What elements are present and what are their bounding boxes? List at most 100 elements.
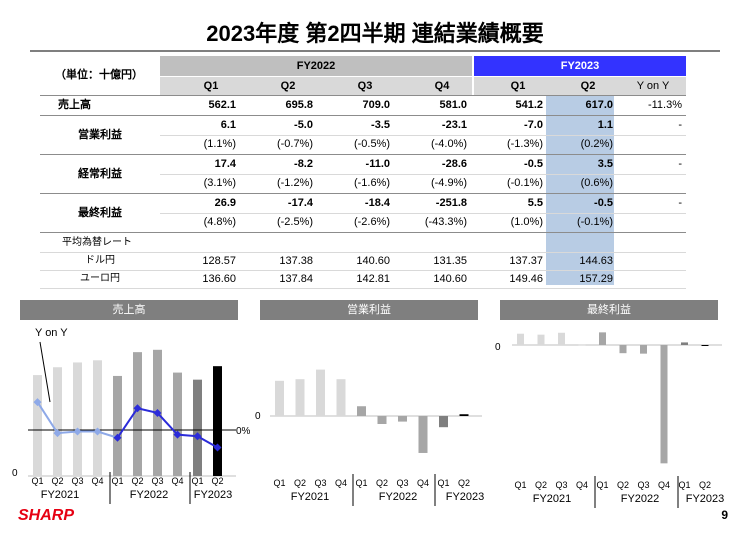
table-cell: -0.5 — [594, 197, 613, 209]
category-label: Q3 — [71, 476, 83, 486]
bar — [640, 345, 647, 354]
category-label: Q4 — [576, 480, 588, 490]
yoy-cell: - — [678, 158, 682, 170]
bar — [316, 369, 325, 416]
row-label: 営業利益 — [78, 129, 122, 141]
category-label: Q1 — [111, 476, 123, 486]
margin-cell: (-0.7%) — [276, 138, 313, 150]
table-cell: -251.8 — [435, 197, 467, 209]
category-label: Q1 — [437, 478, 449, 488]
bar — [537, 334, 545, 345]
yoy-annotation-pointer — [39, 341, 51, 403]
bar — [193, 379, 202, 476]
yoy-point — [153, 408, 162, 417]
table-cell: 562.1 — [208, 99, 236, 111]
fx-cell: 149.46 — [509, 273, 543, 285]
y-axis-zero-label: 0 — [255, 411, 261, 422]
table-cell: 541.2 — [515, 99, 543, 111]
bar — [173, 372, 182, 476]
unit-label: （単位：十億円） — [55, 69, 143, 81]
row-separator — [40, 232, 686, 233]
net-profit-chart: Q1 Q2 Q3 Q4 Q1 Q2 Q3 Q4 Q1 Q2 FY2021 FY2022 FY2023 0 — [495, 332, 725, 508]
fx-row-label: ドル円 — [85, 255, 115, 266]
margin-cell: (4.8%) — [203, 216, 236, 228]
fy2023-quarter-header-bg — [474, 77, 686, 95]
bar — [517, 333, 524, 345]
margin-cell: (-43.3%) — [424, 216, 467, 228]
table-cell: -23.1 — [441, 119, 467, 131]
category-label: Q1 — [596, 480, 608, 490]
fx-cell: 137.38 — [279, 255, 313, 267]
table-cell: 695.8 — [285, 99, 313, 111]
table-cell: -11.0 — [365, 158, 390, 170]
sharp-logo: SHARP — [18, 507, 75, 524]
category-label: Q4 — [335, 478, 347, 488]
y-axis-zero-label: 0 — [495, 342, 501, 353]
quarter-header: Q1 — [510, 80, 526, 92]
category-label: Q3 — [637, 480, 649, 490]
bar — [660, 345, 668, 464]
category-label: Q1 — [31, 476, 43, 486]
yoy-point — [193, 432, 202, 441]
bar — [73, 362, 82, 476]
bar — [681, 342, 688, 345]
category-label: Q2 — [294, 478, 306, 488]
margin-cell: (0.6%) — [580, 177, 613, 189]
table-cell: 5.5 — [527, 197, 543, 209]
fy2023-header: FY2023 — [474, 56, 686, 76]
table-cell: -0.5 — [524, 158, 543, 170]
category-label: Q3 — [396, 478, 408, 488]
table-cell: -8.2 — [294, 158, 313, 170]
bar — [398, 416, 407, 422]
title-divider — [30, 50, 720, 52]
yoy-cell: -11.3% — [647, 99, 682, 111]
category-label: Q4 — [91, 476, 103, 486]
table-cell: 581.0 — [439, 99, 467, 111]
yoy-cell: - — [678, 197, 682, 209]
fy2022-quarter-header-bg — [160, 77, 472, 95]
yoy-point — [93, 427, 102, 436]
bar — [336, 379, 346, 416]
operating-profit-chart-title: 営業利益 — [260, 300, 478, 320]
bar — [439, 416, 448, 428]
fx-cell: 137.84 — [279, 273, 313, 285]
margin-cell: (-2.5%) — [276, 216, 313, 228]
page-number: 9 — [721, 508, 728, 522]
fx-cell: 144.63 — [579, 255, 613, 267]
margin-cell: (-1.6%) — [353, 177, 390, 189]
row-separator — [40, 95, 686, 96]
operating-profit-chart: Q1 Q2 Q3 Q4 Q1 Q2 Q3 Q4 Q1 Q2 FY2021 FY2022 FY2023 0 — [255, 369, 485, 506]
row-separator — [160, 174, 686, 175]
bar — [701, 345, 709, 346]
table-cell: -5.0 — [294, 119, 313, 131]
net-profit-chart-title: 最終利益 — [500, 300, 718, 320]
category-label: Q2 — [131, 476, 143, 486]
table-cell: -28.6 — [441, 158, 467, 170]
bar — [377, 416, 387, 424]
fx-cell: 157.29 — [579, 273, 613, 285]
yoy-line-fy2022-23 — [116, 407, 218, 449]
fx-cell: 137.37 — [509, 255, 543, 267]
bar — [53, 367, 62, 476]
category-label: Q2 — [617, 480, 629, 490]
table-cell: 3.5 — [597, 158, 613, 170]
page-title: 2023年度 第2四半期 連結業績概要 — [206, 21, 544, 46]
group-label: FY2023 — [446, 491, 485, 503]
fy2023-q2-highlight — [546, 95, 614, 285]
row-label: 経常利益 — [78, 168, 122, 180]
quarter-header: Q2 — [280, 80, 296, 92]
group-label: FY2023 — [194, 489, 233, 501]
margin-cell: (3.1%) — [203, 177, 236, 189]
yoy-point — [133, 404, 142, 413]
fx-cell: 142.81 — [356, 273, 390, 285]
row-label: 売上高 — [58, 99, 91, 111]
fx-cell: 128.57 — [202, 255, 236, 267]
yoy-point — [173, 430, 182, 439]
table-cell: 617.0 — [585, 99, 613, 111]
table-cell: -3.5 — [371, 119, 390, 131]
group-label: FY2023 — [686, 493, 725, 505]
bar — [558, 332, 565, 345]
group-label: FY2022 — [621, 493, 660, 505]
margin-cell: (-1.2%) — [276, 177, 313, 189]
table-cell: 26.9 — [214, 197, 236, 209]
